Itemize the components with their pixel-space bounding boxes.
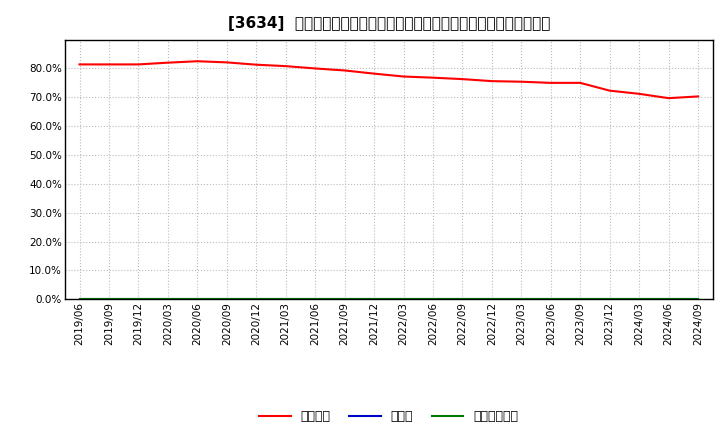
自己資本: [370, 71, 379, 76]
自己資本: [428, 75, 437, 81]
自己資本: [252, 62, 261, 67]
のれん: [576, 297, 585, 302]
のれん: [252, 297, 261, 302]
自己資本: [635, 91, 644, 96]
繰延税金資産: [517, 297, 526, 302]
Line: 自己資本: 自己資本: [79, 61, 698, 98]
繰延税金資産: [282, 297, 290, 302]
繰延税金資産: [163, 297, 172, 302]
繰延税金資産: [252, 297, 261, 302]
繰延税金資産: [370, 297, 379, 302]
のれん: [665, 297, 673, 302]
自己資本: [341, 68, 349, 73]
自己資本: [665, 95, 673, 101]
のれん: [399, 297, 408, 302]
自己資本: [517, 79, 526, 84]
繰延税金資産: [428, 297, 437, 302]
のれん: [163, 297, 172, 302]
自己資本: [163, 60, 172, 65]
繰延税金資産: [487, 297, 496, 302]
繰延税金資産: [546, 297, 555, 302]
自己資本: [134, 62, 143, 67]
繰延税金資産: [399, 297, 408, 302]
のれん: [134, 297, 143, 302]
のれん: [193, 297, 202, 302]
繰延税金資産: [694, 297, 703, 302]
のれん: [222, 297, 231, 302]
Title: [3634]  自己資本、のれん、繰延税金資産の総資産に対する比率の推移: [3634] 自己資本、のれん、繰延税金資産の総資産に対する比率の推移: [228, 16, 550, 32]
のれん: [546, 297, 555, 302]
繰延税金資産: [193, 297, 202, 302]
のれん: [341, 297, 349, 302]
自己資本: [193, 59, 202, 64]
繰延税金資産: [458, 297, 467, 302]
のれん: [75, 297, 84, 302]
自己資本: [694, 94, 703, 99]
のれん: [311, 297, 320, 302]
のれん: [487, 297, 496, 302]
自己資本: [487, 78, 496, 84]
のれん: [282, 297, 290, 302]
のれん: [458, 297, 467, 302]
自己資本: [458, 77, 467, 82]
のれん: [694, 297, 703, 302]
繰延税金資産: [341, 297, 349, 302]
自己資本: [399, 74, 408, 79]
繰延税金資産: [576, 297, 585, 302]
繰延税金資産: [635, 297, 644, 302]
自己資本: [282, 63, 290, 69]
自己資本: [104, 62, 113, 67]
自己資本: [576, 80, 585, 85]
のれん: [104, 297, 113, 302]
繰延税金資産: [222, 297, 231, 302]
のれん: [517, 297, 526, 302]
繰延税金資産: [104, 297, 113, 302]
のれん: [606, 297, 614, 302]
自己資本: [75, 62, 84, 67]
のれん: [370, 297, 379, 302]
繰延税金資産: [311, 297, 320, 302]
繰延税金資産: [665, 297, 673, 302]
繰延税金資産: [606, 297, 614, 302]
自己資本: [222, 60, 231, 65]
自己資本: [546, 80, 555, 85]
Legend: 自己資本, のれん, 繰延税金資産: 自己資本, のれん, 繰延税金資産: [254, 405, 523, 428]
のれん: [635, 297, 644, 302]
繰延税金資産: [134, 297, 143, 302]
自己資本: [311, 66, 320, 71]
のれん: [428, 297, 437, 302]
繰延税金資産: [75, 297, 84, 302]
自己資本: [606, 88, 614, 93]
